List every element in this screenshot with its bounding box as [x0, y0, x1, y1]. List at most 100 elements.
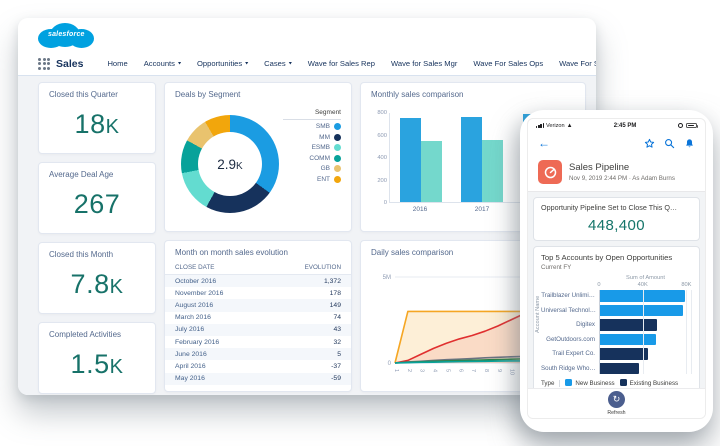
tab-wave-for-sales-ops[interactable]: Wave For Sales Ops [473, 59, 544, 68]
app-nav-bar: Sales Home Accounts ▾ Opportunities ▾ Cases ▾ W… [18, 52, 596, 76]
bar-group-2016 [399, 117, 442, 202]
hbar-row: Trailblazer Unlimi… [541, 290, 692, 302]
orientation-lock-icon [677, 122, 683, 129]
top5-bar-chart: Trailblazer Unlimi… Universal Technol… Dig… [541, 290, 692, 374]
svg-text:3: 3 [419, 369, 425, 372]
evolution-table: CLOSE DATE EVOLUTION October 2016 1,372 Nov… [165, 262, 351, 385]
window-header: salesforce [18, 18, 596, 52]
refresh-button[interactable]: ↻ [608, 391, 625, 409]
table-row: October 2016 1,372 [165, 274, 351, 288]
deals-by-segment-widget[interactable]: Deals by Segment 2.9K Segment SMB MM ESMB C… [164, 82, 352, 232]
tab-home[interactable]: Home [107, 59, 128, 68]
svg-text:4: 4 [432, 369, 438, 372]
wifi-icon: ▲ [566, 122, 573, 129]
signal-icon [536, 123, 544, 128]
pipeline-kpi-title: Opportunity Pipeline Set to Close This Q… [541, 203, 678, 212]
app-launcher-icon[interactable] [38, 57, 50, 70]
table-row: November 2016 178 [175, 289, 341, 297]
tab-wave-for-sales-exec[interactable]: Wave For Sales Exec [559, 59, 596, 68]
tab-wave-for-sales-mgr[interactable]: Wave for Sales Mgr [390, 59, 458, 68]
widget-title: Monthly sales comparison [371, 90, 464, 99]
svg-text:9: 9 [496, 369, 502, 372]
phone-footer: ↻ Refresh [528, 388, 705, 418]
dashboard-title: Sales Pipeline [569, 162, 630, 173]
phone-nav-bar: ← [528, 132, 705, 154]
hbar-row: Trail Expert Co. [541, 348, 692, 360]
svg-text:6: 6 [457, 369, 463, 372]
legend-title: Segment [283, 109, 341, 120]
legend-item-mm: MM [283, 133, 341, 141]
refresh-label: Refresh [607, 409, 626, 416]
kpi-card-closed-this-month[interactable]: Closed this Month 7.8K [38, 242, 156, 314]
hbar-row: South Ridge Who… [541, 362, 692, 374]
legend-new: New Business [565, 379, 615, 387]
bell-icon[interactable] [684, 138, 695, 149]
svg-text:5: 5 [444, 369, 450, 372]
y-axis-label: Account Name [535, 295, 541, 333]
kpi-card-average-deal-age[interactable]: Average Deal Age 267 [38, 162, 156, 234]
table-row: May 2016 -59 [165, 372, 351, 385]
hbar-row: GetOutdoors.com [541, 333, 692, 345]
phone-screen: Verizon ▲ 2:45 PM ← [527, 118, 706, 419]
donut-chart: 2.9K [181, 115, 279, 213]
salesforce-logo: salesforce [38, 22, 94, 49]
svg-text:10: 10 [509, 369, 515, 375]
star-icon[interactable] [644, 138, 655, 149]
top5-subtitle: Current FY [541, 264, 572, 271]
svg-text:8: 8 [483, 369, 489, 372]
phone-status-bar: Verizon ▲ 2:45 PM [528, 119, 705, 132]
kpi-column: Closed this Quarter 18K Average Deal Age 26… [38, 82, 156, 395]
top5-title: Top 5 Accounts by Open Opportunities [541, 253, 673, 262]
svg-text:0: 0 [388, 361, 392, 367]
donut-legend: Segment SMB MM ESMB COMM GB ENT [283, 109, 341, 186]
dashboard-subtitle: Nov 9, 2019 2:44 PM · As Adam Burns [569, 175, 675, 182]
top5-legend: Type New Business Existing Business [541, 379, 679, 387]
pipeline-kpi-card[interactable]: Opportunity Pipeline Set to Close This Q… [533, 197, 700, 241]
hbar-row: Digitex [541, 319, 692, 331]
search-icon[interactable] [664, 138, 675, 149]
table-row: April 2016 -37 [175, 362, 341, 370]
dashboard-header: Sales Pipeline Nov 9, 2019 2:44 PM · As … [528, 154, 705, 191]
legend-item-ent: ENT [283, 175, 341, 183]
browser-window: salesforce Sales Home Accounts ▾ Opportunit… [18, 18, 596, 395]
legend-item-esmb: ESMB [283, 144, 341, 151]
x-axis-label: Sum of Amount [626, 275, 665, 281]
status-time: 2:45 PM [613, 122, 637, 129]
kpi-card-completed-activities[interactable]: Completed Activities 1.5K [38, 322, 156, 394]
widget-title: Month on month sales evolution [175, 248, 288, 257]
widget-title: Daily sales comparison [371, 248, 454, 257]
table-row: March 2016 74 [175, 314, 341, 322]
table-row: February 2016 32 [175, 338, 341, 346]
dashboard-icon [538, 160, 562, 184]
table-row: June 2016 5 [165, 348, 351, 361]
kpi-card-closed-this-quarter[interactable]: Closed this Quarter 18K [38, 82, 156, 154]
donut-center-value: 2.9K [198, 132, 262, 196]
pipeline-kpi-value: 448,400 [587, 217, 646, 234]
svg-text:2: 2 [406, 369, 412, 372]
legend-item-comm: COMM [283, 154, 341, 162]
sales-evolution-widget[interactable]: Month on month sales evolution CLOSE DAT… [164, 240, 352, 392]
phone-dashboard-body: Opportunity Pipeline Set to Close This Q… [528, 191, 705, 393]
widget-title: Deals by Segment [175, 90, 241, 99]
top5-accounts-card[interactable]: Top 5 Accounts by Open Opportunities Cur… [533, 246, 700, 393]
salesforce-logo-text: salesforce [48, 30, 85, 38]
back-icon[interactable]: ← [538, 136, 550, 150]
legend-item-smb: SMB [283, 123, 341, 130]
tab-cases[interactable]: Cases ▾ [264, 59, 292, 68]
legend-existing: Existing Business [619, 379, 678, 387]
tab-wave-for-sales-rep[interactable]: Wave for Sales Rep [307, 59, 375, 68]
phone-device: Verizon ▲ 2:45 PM ← [520, 110, 713, 432]
tab-accounts[interactable]: Accounts ▾ [143, 59, 181, 68]
table-row: August 2016 149 [165, 299, 351, 312]
svg-text:7: 7 [470, 369, 476, 372]
nav-tabs: Home Accounts ▾ Opportunities ▾ Cases ▾ Wave fo… [99, 52, 596, 75]
svg-text:1: 1 [393, 369, 399, 372]
tab-opportunities[interactable]: Opportunities ▾ [196, 59, 249, 68]
battery-icon [686, 122, 698, 129]
dashboard-content: Closed this Quarter 18K Average Deal Age 26… [18, 76, 596, 395]
app-name: Sales [56, 57, 84, 70]
hbar-row: Universal Technol… [541, 304, 692, 316]
x-axis-ticks: 0 40K 80K [597, 282, 692, 288]
legend-item-gb: GB [283, 165, 341, 172]
carrier-label: Verizon [545, 122, 565, 129]
